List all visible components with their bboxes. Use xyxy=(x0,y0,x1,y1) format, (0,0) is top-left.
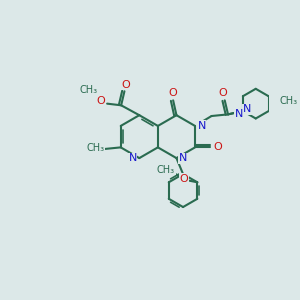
Text: O: O xyxy=(96,96,105,106)
Text: CH₃: CH₃ xyxy=(157,165,175,175)
Text: O: O xyxy=(180,174,188,184)
Text: N: N xyxy=(235,110,243,119)
Text: N: N xyxy=(243,104,251,114)
Text: O: O xyxy=(122,80,130,90)
Text: CH₃: CH₃ xyxy=(86,143,104,153)
Text: CH₃: CH₃ xyxy=(80,85,98,95)
Text: N: N xyxy=(179,153,187,163)
Text: N: N xyxy=(197,121,206,131)
Text: CH₃: CH₃ xyxy=(279,96,298,106)
Text: N: N xyxy=(128,153,137,163)
Text: O: O xyxy=(213,142,222,152)
Text: O: O xyxy=(169,88,178,98)
Text: O: O xyxy=(219,88,227,98)
